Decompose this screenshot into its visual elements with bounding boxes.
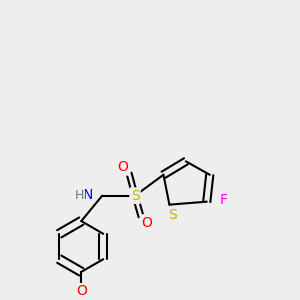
Text: S: S bbox=[131, 189, 140, 203]
Text: S: S bbox=[168, 208, 177, 222]
Text: O: O bbox=[76, 284, 87, 298]
Text: H: H bbox=[74, 189, 84, 202]
Text: N: N bbox=[83, 188, 93, 202]
Text: O: O bbox=[118, 160, 128, 174]
Text: F: F bbox=[219, 193, 227, 207]
Text: O: O bbox=[142, 216, 152, 230]
